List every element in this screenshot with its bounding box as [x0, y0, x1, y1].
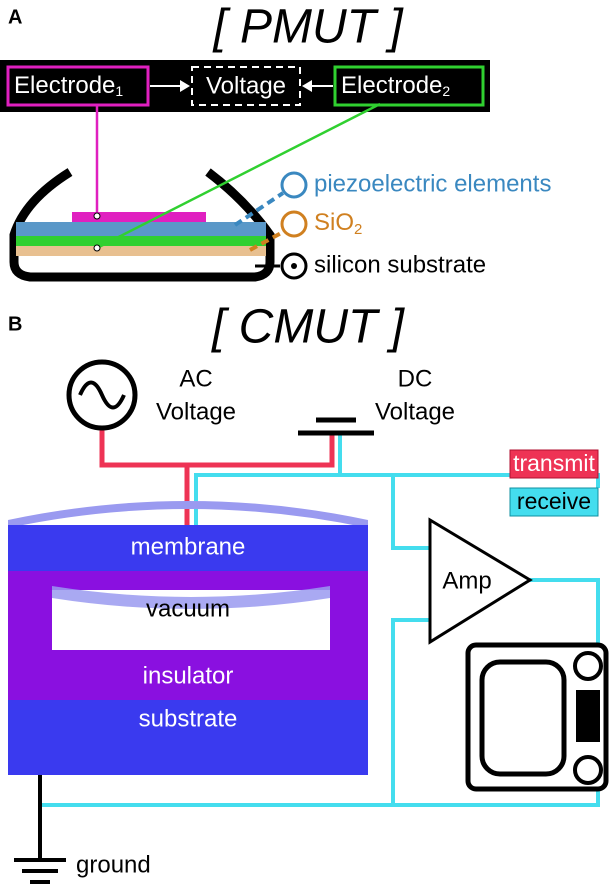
substrate	[8, 700, 368, 775]
membrane-flex	[8, 501, 368, 528]
legend-label: SiO2	[314, 209, 362, 238]
legend-marker	[280, 210, 308, 238]
ground-label: ground	[76, 851, 151, 878]
receive-label: receive	[517, 488, 591, 514]
speaker	[576, 690, 600, 742]
legend-dot	[291, 263, 297, 269]
panel-label: A	[8, 6, 22, 28]
receive-wire	[391, 475, 432, 550]
housing	[9, 168, 275, 282]
ac-label: AC	[179, 365, 212, 392]
layer-label: substrate	[139, 705, 238, 732]
arrow-head	[180, 80, 190, 92]
arrow-head	[302, 80, 312, 92]
panel-title: [ PMUT ]	[212, 1, 404, 54]
knob	[573, 651, 603, 681]
electrode-label: Electrode2	[341, 72, 450, 99]
panel-title: [ CMUT ]	[211, 301, 406, 354]
top-electrode	[72, 212, 206, 222]
amp-label: Amp	[442, 567, 491, 594]
sine-symbol	[78, 380, 126, 410]
amplifier	[428, 517, 533, 645]
panel-label: B	[8, 313, 22, 335]
dc-label: DC	[398, 365, 433, 392]
electrode-box	[6, 65, 150, 107]
voltage-box	[191, 66, 301, 106]
receive-wire	[530, 578, 600, 652]
electrode-label: Electrode1	[14, 72, 123, 99]
membrane	[8, 525, 368, 571]
sio2-layer	[16, 246, 266, 256]
voltage-label: Voltage	[206, 72, 286, 99]
legend-label: silicon substrate	[314, 251, 486, 278]
dc-label: Voltage	[375, 398, 455, 425]
electrode-box	[333, 65, 485, 107]
layer-label: insulator	[143, 662, 234, 689]
electrode-bar	[0, 60, 490, 112]
legend-marker	[280, 171, 308, 199]
wire	[96, 102, 381, 250]
layer-label: membrane	[131, 533, 246, 560]
transmit-label: transmit	[513, 450, 595, 476]
knob	[573, 755, 603, 785]
contact	[93, 212, 101, 220]
receive-key	[509, 487, 599, 517]
transmit-wire	[99, 428, 335, 468]
membrane-flex	[52, 586, 330, 609]
leader	[233, 191, 285, 227]
legend-label: piezoelectric elements	[314, 170, 551, 197]
transmit-key	[509, 449, 599, 479]
receive-wire	[391, 618, 432, 805]
layer-label: vacuum	[146, 595, 230, 622]
ac-label: Voltage	[156, 398, 236, 425]
piezo-layer	[16, 222, 266, 236]
screen	[479, 659, 567, 777]
leader	[249, 230, 284, 252]
bottom-electrode	[16, 236, 266, 246]
contact	[93, 244, 101, 252]
